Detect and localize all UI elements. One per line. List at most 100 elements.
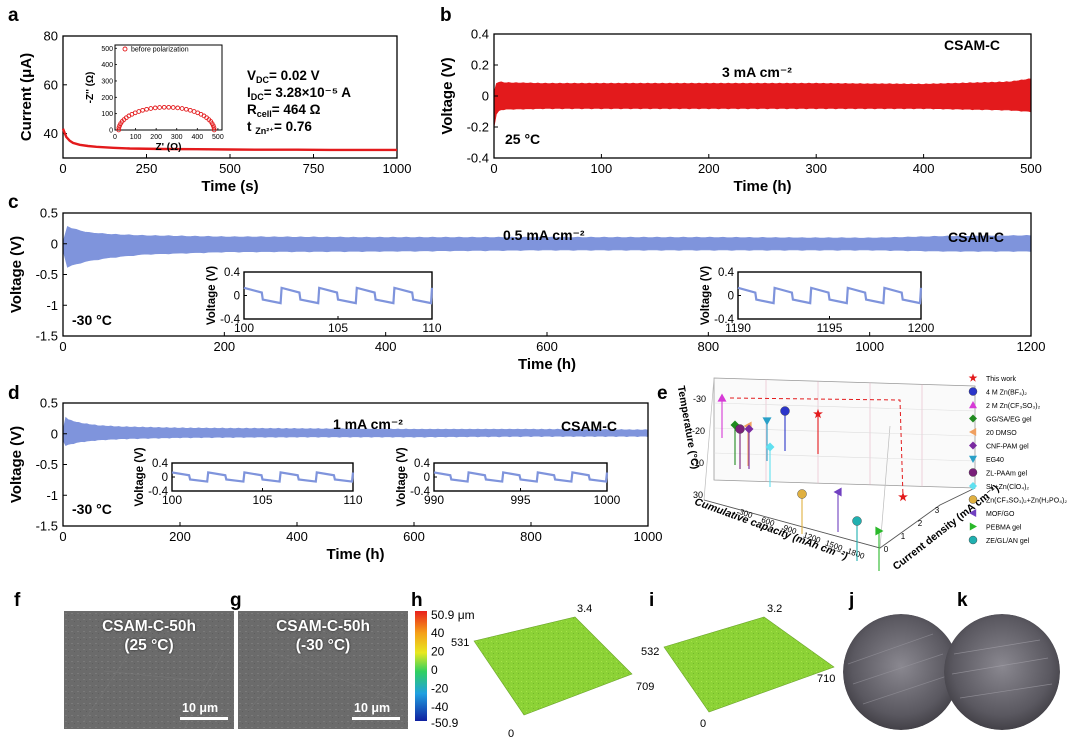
a-annotation-main: V: [247, 68, 256, 83]
e-legend-label: PEBMA gel: [986, 525, 1022, 532]
a-inset-legend-marker: [122, 46, 128, 52]
e-this-work-floor-marker: [898, 491, 908, 502]
c-ytick-label: -1: [46, 298, 58, 313]
h-colorbar-max: 50.9 μm: [431, 608, 475, 622]
a-inset-ytick-label: 300: [101, 78, 113, 85]
a-inset-point: [175, 105, 181, 111]
a-inset-point: [211, 125, 217, 131]
e-legend-label: This work: [986, 376, 1016, 383]
i-height-surface: [663, 616, 835, 713]
c-inset1-ytick-label: 0: [234, 291, 240, 303]
a-inset-point: [116, 127, 122, 133]
a-inset-point: [148, 106, 154, 111]
d-inset1-ytick-label: 0: [162, 472, 168, 484]
d-ytick-label: -1: [46, 488, 58, 503]
e-data-marker: [833, 487, 842, 497]
e-cap-tick: 300: [738, 507, 754, 520]
a-xtick-label: 750: [303, 161, 325, 176]
panel-letter-k: k: [957, 590, 968, 611]
e-cd-tick: 3: [935, 506, 940, 515]
a-annotation: IDC= 3.28×10⁻⁵ A: [247, 85, 351, 102]
b-ytick-label: -0.2: [467, 120, 489, 135]
b-xtick-label: 100: [591, 161, 613, 176]
c-ytick-label: -0.5: [36, 267, 58, 282]
i-axis-left: 532: [641, 646, 659, 658]
b-voltage-envelope: [493, 78, 1032, 128]
a-inset-ylabel: -Z'' (Ω): [85, 72, 96, 104]
b-current-label: 3 mA cm⁻²: [722, 64, 792, 80]
c-inset2-xtick-label: 1195: [817, 321, 843, 335]
e-legend-label: ZL-PAAm gel: [986, 471, 1028, 478]
i-axis-top: 3.2: [767, 603, 782, 615]
e-data-marker: [875, 526, 884, 536]
c-xlabel: Time (h): [518, 356, 576, 373]
a-inset-point: [116, 125, 122, 131]
d-xtick-label: 800: [520, 529, 542, 544]
e-legend-label: MOF/GO: [986, 511, 1015, 518]
e-legend-label: GG/SA/EG gel: [986, 417, 1032, 424]
a-inset-xtick-label: 0: [113, 134, 117, 141]
e-legend-marker: [968, 495, 978, 504]
panel-letter-h: h: [411, 590, 423, 611]
c-ytick-label: -1.5: [36, 329, 58, 344]
c-inset2-xtick-label: 1200: [908, 321, 935, 335]
a-inset-point: [170, 105, 176, 110]
a-inset-point: [157, 105, 162, 110]
e-legend-label: EG40: [986, 457, 1004, 464]
c-xtick-label: 1000: [855, 339, 884, 354]
h-colorbar: [415, 611, 427, 721]
e-data-marker: [797, 489, 807, 499]
e-legend-marker: [969, 441, 977, 450]
d-inset1-xtick-label: 105: [252, 493, 272, 507]
a-inset-xtick-label: 300: [171, 134, 183, 141]
e-cd-tick: 2: [918, 519, 923, 528]
a-inset-xtick-label: 400: [191, 134, 203, 141]
a-inset-ytick-label: 500: [101, 46, 113, 53]
h-axis-top: 3.4: [577, 603, 592, 615]
b-xtick-label: 200: [698, 161, 720, 176]
e-legend-marker: [969, 428, 977, 436]
disc-k-texture: [944, 614, 1060, 730]
a-ytick-label: 80: [44, 29, 58, 44]
b-xtick-label: 400: [913, 161, 935, 176]
c-inset2-ytick-label: -0.4: [714, 314, 734, 326]
e-xlabel: Cumulative capacity (mAh cm⁻²): [693, 496, 850, 563]
c-inset2-xtick-label: 1190: [725, 321, 751, 335]
h-axis-bottom: 0: [508, 728, 514, 740]
b-temp-label: 25 °C: [505, 131, 540, 147]
d-ylabel: Voltage (V): [8, 426, 25, 503]
a-inset-point: [210, 123, 216, 129]
e-zlabel: Current density (mA cm⁻²): [891, 483, 1002, 573]
d-inset1-ylabel: Voltage (V): [134, 447, 146, 506]
e-floor-edge: [703, 487, 976, 549]
a-ytick-label: 60: [44, 77, 58, 92]
h-colorbar-tick: 0: [431, 663, 438, 677]
a-annotation-main: t: [247, 119, 255, 134]
optical-image-k: [944, 614, 1060, 730]
c-inset1-xtick-label: 110: [422, 321, 441, 335]
sem-texture-f: [64, 611, 234, 729]
sem-f-scale-label: 10 μm: [182, 701, 219, 715]
sem-f-temp: (25 °C): [124, 637, 174, 654]
c-inset1-cycle-trace: [243, 286, 434, 305]
b-ytick-label: 0.2: [471, 58, 489, 73]
e-temp-tick: -20: [692, 426, 705, 436]
d-inset1-xtick-label: 100: [162, 493, 182, 507]
c-xtick-label: 800: [697, 339, 719, 354]
b-ylabel: Voltage (V): [439, 57, 456, 134]
d-inset2-ylabel: Voltage (V): [396, 447, 408, 506]
a-annotation-rest: = 0.02 V: [269, 68, 320, 83]
c-ytick-label: 0.5: [40, 206, 58, 221]
c-inset2-ytick-label: 0.4: [718, 267, 735, 279]
e-legend-marker: [968, 373, 978, 382]
h-height-surface: [473, 616, 633, 716]
e-cap-tick: 1800: [846, 546, 866, 561]
h-colorbar-tick: -20: [431, 682, 449, 696]
e-legend-label: 2 M Zn(CF₃SO₃)₂: [986, 403, 1041, 410]
d-inset2-xtick-label: 990: [424, 493, 444, 507]
a-inset-xtick-label: 500: [212, 134, 224, 141]
a-annotation-main: I: [247, 85, 251, 100]
